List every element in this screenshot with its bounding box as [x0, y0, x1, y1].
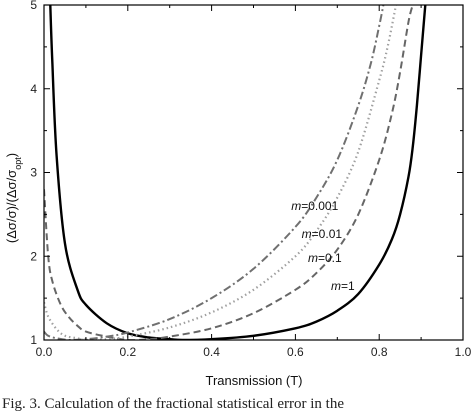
y-axis-label-close: ) [4, 153, 19, 157]
x-tick-label: 0.4 [203, 345, 220, 359]
x-tick-label: 1.0 [455, 345, 472, 359]
y-tick-label: 5 [30, 0, 37, 12]
series-label-variable: m [331, 279, 341, 293]
series-label: m=0.001 [291, 199, 338, 213]
y-axis-label-subscript: opt [13, 157, 23, 170]
y-axis-label-main: (Δσ/σ)/(Δσ/σ [4, 170, 19, 243]
y-tick-label: 4 [30, 82, 37, 96]
series-line-m-0-1 [44, 5, 414, 340]
series-label-variable: m [291, 199, 301, 213]
series-label-value: =0.001 [301, 199, 338, 213]
x-tick-label: 0.0 [36, 345, 53, 359]
x-tick-label: 0.8 [371, 345, 388, 359]
y-axis-label: (Δσ/σ)/(Δσ/σopt) [4, 153, 23, 243]
y-tick-label: 1 [30, 333, 37, 347]
series-label-value: =0.1 [318, 251, 342, 265]
x-tick-label: 0.6 [287, 345, 304, 359]
series-label-value: =1 [341, 279, 355, 293]
series-label: m=0.1 [308, 251, 342, 265]
series-label: m=1 [331, 279, 355, 293]
series-label: m=0.01 [302, 227, 343, 241]
x-axis-label: Transmission (T) [205, 373, 302, 388]
tick-labels: 0.0 0.2 0.4 0.6 0.8 1.0 1 2 3 4 5 [30, 0, 471, 359]
curves-layer [44, 5, 427, 340]
series-label-value: =0.01 [312, 227, 343, 241]
figure-caption: Fig. 3. Calculation of the fractional st… [2, 396, 344, 412]
series-label-variable: m [308, 251, 318, 265]
y-tick-label: 3 [30, 166, 37, 180]
x-tick-label: 0.2 [119, 345, 136, 359]
series-line-m-1 [49, 5, 427, 340]
series-label-variable: m [302, 227, 312, 241]
y-tick-label: 2 [30, 249, 37, 263]
tick-marks [43, 4, 464, 341]
series-line-m-0-01 [44, 5, 398, 340]
